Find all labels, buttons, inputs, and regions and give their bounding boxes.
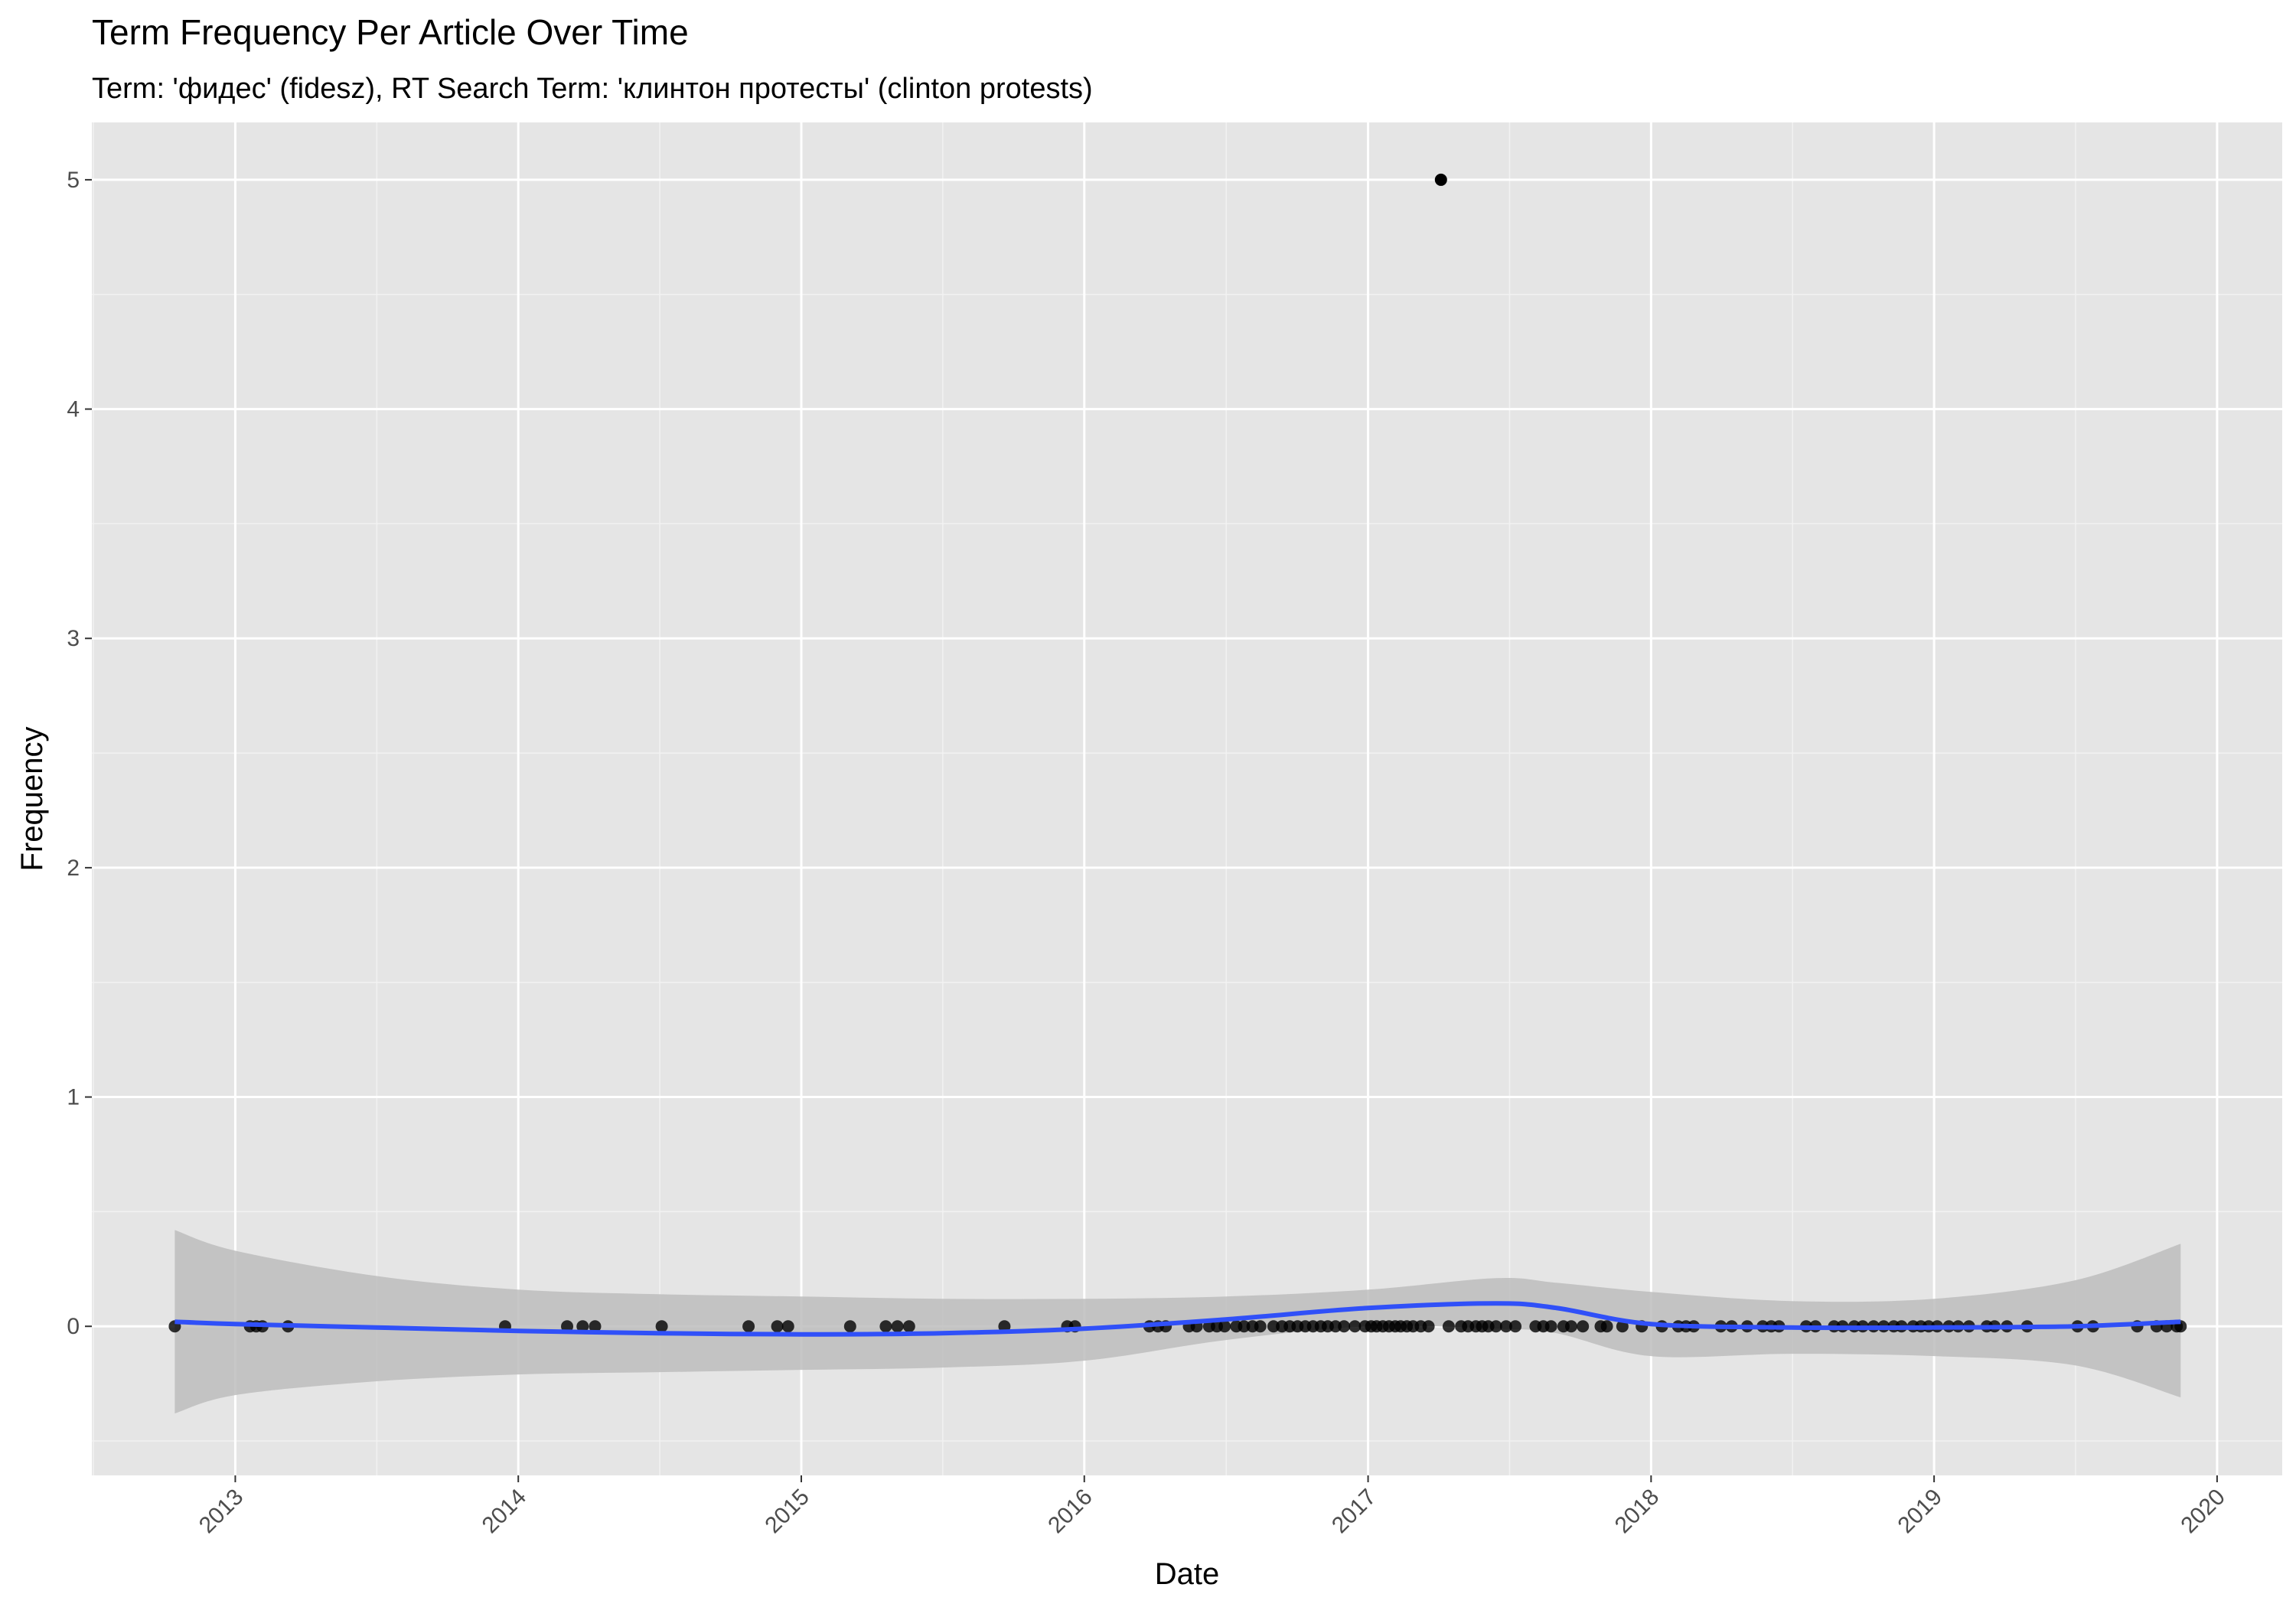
data-point bbox=[655, 1320, 668, 1333]
data-point bbox=[1600, 1320, 1613, 1333]
data-point bbox=[1616, 1320, 1629, 1333]
data-point bbox=[1577, 1320, 1590, 1333]
y-tick-label: 2 bbox=[67, 856, 80, 881]
data-point bbox=[561, 1320, 574, 1333]
x-axis-title: Date bbox=[1155, 1557, 1220, 1591]
data-point bbox=[1509, 1320, 1522, 1333]
minor-gridlines bbox=[92, 122, 2282, 1475]
data-point bbox=[1544, 1320, 1557, 1333]
data-point bbox=[589, 1320, 602, 1333]
y-axis-title: Frequency bbox=[15, 727, 49, 872]
data-point bbox=[1422, 1320, 1435, 1333]
y-tick-label: 0 bbox=[67, 1314, 80, 1339]
data-point bbox=[1338, 1320, 1351, 1333]
plot-panel bbox=[92, 122, 2282, 1475]
data-point bbox=[1442, 1320, 1455, 1333]
y-tick-label: 3 bbox=[67, 626, 80, 651]
smooth-line bbox=[174, 1301, 2181, 1337]
y-tick-label: 1 bbox=[67, 1085, 80, 1110]
data-point bbox=[1218, 1320, 1231, 1333]
data-point bbox=[879, 1320, 892, 1333]
data-point bbox=[1499, 1320, 1512, 1333]
data-point bbox=[1489, 1320, 1502, 1333]
chart-subtitle: Term: 'фидес' (fidesz), RT Search Term: … bbox=[92, 73, 1093, 105]
data-point bbox=[771, 1320, 784, 1333]
chart-title: Term Frequency Per Article Over Time bbox=[92, 12, 689, 52]
data-point bbox=[1254, 1320, 1267, 1333]
y-tick-label: 5 bbox=[67, 168, 80, 193]
data-point bbox=[843, 1320, 856, 1333]
data-point bbox=[891, 1320, 904, 1333]
data-point bbox=[1329, 1320, 1342, 1333]
data-point bbox=[1564, 1320, 1577, 1333]
data-point bbox=[1267, 1320, 1280, 1333]
data-point bbox=[1238, 1320, 1251, 1333]
data-point bbox=[576, 1320, 589, 1333]
data-point bbox=[1434, 173, 1447, 186]
y-tick-label: 4 bbox=[67, 397, 80, 422]
data-point bbox=[781, 1320, 794, 1333]
data-point bbox=[1349, 1320, 1362, 1333]
data-point bbox=[742, 1320, 755, 1333]
data-point bbox=[902, 1320, 915, 1333]
y-axis: 0 1 2 3 4 5 bbox=[67, 168, 92, 1339]
